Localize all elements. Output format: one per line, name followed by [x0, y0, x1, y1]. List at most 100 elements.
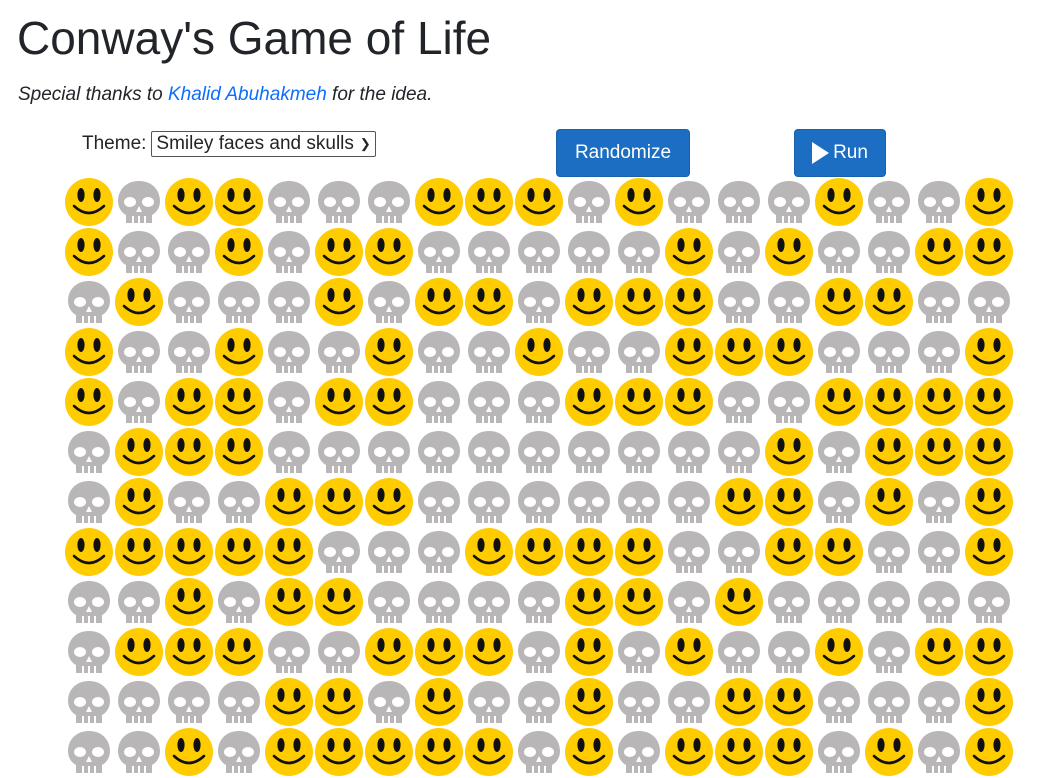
skull-icon[interactable] — [714, 627, 764, 677]
smiley-face-icon[interactable] — [164, 177, 214, 227]
skull-icon[interactable] — [364, 677, 414, 727]
skull-icon[interactable] — [914, 727, 964, 777]
skull-icon[interactable] — [514, 227, 564, 277]
skull-icon[interactable] — [264, 227, 314, 277]
skull-icon[interactable] — [64, 577, 114, 627]
smiley-face-icon[interactable] — [664, 727, 714, 777]
smiley-face-icon[interactable] — [414, 677, 464, 727]
smiley-face-icon[interactable] — [914, 377, 964, 427]
skull-icon[interactable] — [214, 727, 264, 777]
smiley-face-icon[interactable] — [164, 727, 214, 777]
smiley-face-icon[interactable] — [914, 227, 964, 277]
skull-icon[interactable] — [564, 177, 614, 227]
skull-icon[interactable] — [464, 327, 514, 377]
smiley-face-icon[interactable] — [214, 427, 264, 477]
skull-icon[interactable] — [414, 477, 464, 527]
smiley-face-icon[interactable] — [614, 277, 664, 327]
smiley-face-icon[interactable] — [364, 627, 414, 677]
skull-icon[interactable] — [814, 227, 864, 277]
skull-icon[interactable] — [114, 327, 164, 377]
skull-icon[interactable] — [164, 477, 214, 527]
smiley-face-icon[interactable] — [964, 477, 1014, 527]
skull-icon[interactable] — [914, 177, 964, 227]
skull-icon[interactable] — [614, 627, 664, 677]
smiley-face-icon[interactable] — [164, 377, 214, 427]
skull-icon[interactable] — [314, 427, 364, 477]
smiley-face-icon[interactable] — [814, 627, 864, 677]
skull-icon[interactable] — [464, 377, 514, 427]
smiley-face-icon[interactable] — [414, 627, 464, 677]
smiley-face-icon[interactable] — [564, 727, 614, 777]
skull-icon[interactable] — [814, 327, 864, 377]
skull-icon[interactable] — [514, 377, 564, 427]
skull-icon[interactable] — [864, 177, 914, 227]
skull-icon[interactable] — [114, 677, 164, 727]
smiley-face-icon[interactable] — [714, 477, 764, 527]
smiley-face-icon[interactable] — [214, 527, 264, 577]
skull-icon[interactable] — [714, 377, 764, 427]
skull-icon[interactable] — [664, 577, 714, 627]
smiley-face-icon[interactable] — [764, 527, 814, 577]
skull-icon[interactable] — [514, 577, 564, 627]
skull-icon[interactable] — [114, 727, 164, 777]
smiley-face-icon[interactable] — [814, 177, 864, 227]
smiley-face-icon[interactable] — [114, 627, 164, 677]
skull-icon[interactable] — [464, 477, 514, 527]
skull-icon[interactable] — [264, 277, 314, 327]
smiley-face-icon[interactable] — [464, 727, 514, 777]
skull-icon[interactable] — [614, 227, 664, 277]
smiley-face-icon[interactable] — [214, 227, 264, 277]
run-button[interactable]: Run — [794, 129, 886, 177]
skull-icon[interactable] — [714, 227, 764, 277]
smiley-face-icon[interactable] — [364, 477, 414, 527]
smiley-face-icon[interactable] — [614, 527, 664, 577]
skull-icon[interactable] — [664, 677, 714, 727]
skull-icon[interactable] — [264, 177, 314, 227]
smiley-face-icon[interactable] — [964, 527, 1014, 577]
skull-icon[interactable] — [164, 227, 214, 277]
smiley-face-icon[interactable] — [464, 277, 514, 327]
skull-icon[interactable] — [914, 477, 964, 527]
smiley-face-icon[interactable] — [64, 527, 114, 577]
smiley-face-icon[interactable] — [864, 277, 914, 327]
skull-icon[interactable] — [814, 477, 864, 527]
smiley-face-icon[interactable] — [664, 227, 714, 277]
skull-icon[interactable] — [364, 527, 414, 577]
smiley-face-icon[interactable] — [214, 627, 264, 677]
smiley-face-icon[interactable] — [164, 627, 214, 677]
smiley-face-icon[interactable] — [864, 427, 914, 477]
skull-icon[interactable] — [614, 677, 664, 727]
smiley-face-icon[interactable] — [864, 727, 914, 777]
smiley-face-icon[interactable] — [614, 577, 664, 627]
skull-icon[interactable] — [514, 627, 564, 677]
skull-icon[interactable] — [214, 277, 264, 327]
smiley-face-icon[interactable] — [364, 377, 414, 427]
smiley-face-icon[interactable] — [314, 477, 364, 527]
skull-icon[interactable] — [514, 677, 564, 727]
smiley-face-icon[interactable] — [114, 527, 164, 577]
skull-icon[interactable] — [814, 677, 864, 727]
skull-icon[interactable] — [414, 577, 464, 627]
smiley-face-icon[interactable] — [514, 177, 564, 227]
skull-icon[interactable] — [564, 327, 614, 377]
smiley-face-icon[interactable] — [964, 177, 1014, 227]
skull-icon[interactable] — [664, 427, 714, 477]
smiley-face-icon[interactable] — [764, 227, 814, 277]
smiley-face-icon[interactable] — [664, 327, 714, 377]
smiley-face-icon[interactable] — [114, 427, 164, 477]
smiley-face-icon[interactable] — [214, 177, 264, 227]
skull-icon[interactable] — [864, 327, 914, 377]
author-link[interactable]: Khalid Abuhakmeh — [167, 84, 327, 105]
skull-icon[interactable] — [614, 477, 664, 527]
skull-icon[interactable] — [264, 327, 314, 377]
smiley-face-icon[interactable] — [264, 477, 314, 527]
skull-icon[interactable] — [564, 477, 614, 527]
skull-icon[interactable] — [514, 427, 564, 477]
skull-icon[interactable] — [64, 727, 114, 777]
skull-icon[interactable] — [614, 727, 664, 777]
smiley-face-icon[interactable] — [464, 177, 514, 227]
smiley-face-icon[interactable] — [614, 177, 664, 227]
smiley-face-icon[interactable] — [664, 277, 714, 327]
skull-icon[interactable] — [714, 427, 764, 477]
smiley-face-icon[interactable] — [764, 677, 814, 727]
